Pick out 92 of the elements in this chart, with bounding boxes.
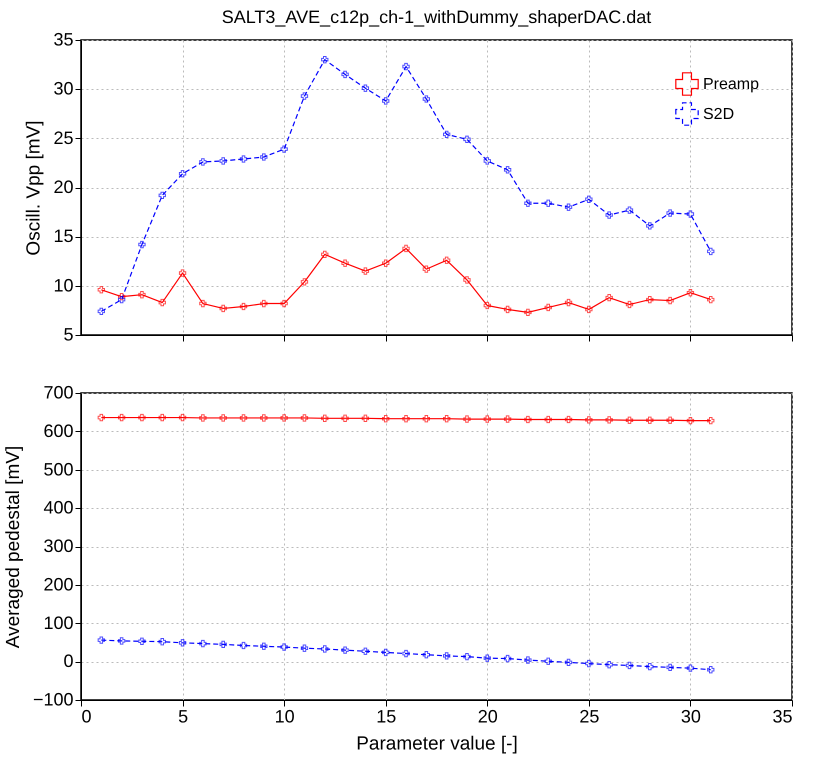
point [98, 308, 105, 316]
point [280, 145, 288, 153]
chart-title: SALT3_AVE_c12p_ch-1_withDummy_shaperDAC.dat [222, 7, 652, 27]
y-tick-label: 30 [53, 78, 74, 99]
point [707, 296, 714, 304]
point [484, 302, 491, 310]
point [300, 92, 308, 100]
x-tick-label: 25 [579, 706, 600, 726]
point [402, 62, 410, 70]
point [422, 95, 430, 103]
y-tick-label: 35 [53, 30, 74, 50]
point [158, 298, 166, 306]
x-tick-label: 30 [680, 706, 701, 726]
y-tick-label: 300 [43, 536, 74, 556]
point [606, 211, 613, 219]
point [362, 84, 370, 92]
point [585, 196, 593, 203]
point [199, 158, 207, 166]
point [321, 56, 328, 64]
point [220, 304, 227, 312]
point [442, 256, 450, 264]
point [646, 296, 654, 304]
y-tick-label: 25 [53, 128, 74, 148]
x-tick-label: 5 [178, 706, 188, 726]
point [666, 296, 674, 304]
point [341, 70, 349, 78]
point [463, 136, 471, 143]
point [382, 97, 390, 105]
point [504, 166, 512, 174]
point [280, 300, 288, 308]
point [686, 289, 694, 296]
point [524, 200, 532, 207]
y-tick-label: 600 [43, 420, 74, 441]
y-axis-title: Averaged pedestal [mV] [2, 446, 24, 648]
point [564, 298, 572, 306]
point [463, 276, 471, 284]
point [666, 209, 674, 217]
point [402, 244, 410, 252]
y-axis-title: Oscill. Vpp [mV] [23, 120, 44, 256]
x-tick-label: 0 [82, 706, 92, 726]
x-tick-label: 10 [274, 706, 295, 726]
y-tick-label: 700 [43, 382, 74, 402]
y-tick-label: 20 [53, 177, 74, 197]
point [707, 248, 714, 256]
point [240, 155, 248, 163]
x-tick-label: 35 [772, 706, 792, 726]
point [138, 240, 146, 248]
y-tick-label: 10 [53, 275, 74, 296]
point [544, 304, 552, 312]
x-tick-label: 15 [376, 706, 396, 726]
point [199, 300, 207, 308]
point [362, 267, 370, 275]
point [341, 260, 349, 267]
point [260, 300, 268, 308]
point [300, 278, 308, 286]
point [484, 157, 491, 165]
point [158, 192, 166, 200]
point [585, 306, 593, 314]
x-axis-title: Parameter value [-] [356, 734, 518, 754]
point [321, 250, 328, 258]
point [118, 296, 126, 304]
point [544, 200, 552, 207]
y-tick-label: −100 [32, 690, 74, 710]
point [422, 265, 430, 273]
point [646, 222, 654, 230]
point [626, 300, 634, 308]
y-tick-label: 500 [43, 459, 74, 480]
point [606, 294, 613, 302]
x-tick-label: 20 [478, 706, 498, 726]
point [240, 302, 248, 310]
point [382, 260, 390, 267]
y-tick-label: 5 [63, 324, 74, 344]
legend-label: Preamp [703, 76, 760, 93]
point [626, 206, 634, 214]
legend-label: S2D [703, 106, 734, 123]
point [178, 170, 186, 178]
point [260, 153, 268, 161]
point [138, 291, 146, 298]
y-tick-label: 100 [43, 612, 74, 633]
point [524, 308, 532, 316]
point [178, 269, 186, 277]
y-tick-label: 200 [43, 574, 74, 594]
point [504, 306, 512, 314]
point [98, 286, 105, 294]
point [686, 210, 694, 218]
point [220, 157, 227, 165]
point [442, 130, 450, 138]
point [118, 292, 126, 300]
y-tick-label: 0 [63, 651, 74, 672]
y-tick-label: 400 [43, 498, 74, 518]
point [564, 204, 572, 211]
y-tick-label: 15 [53, 226, 74, 246]
